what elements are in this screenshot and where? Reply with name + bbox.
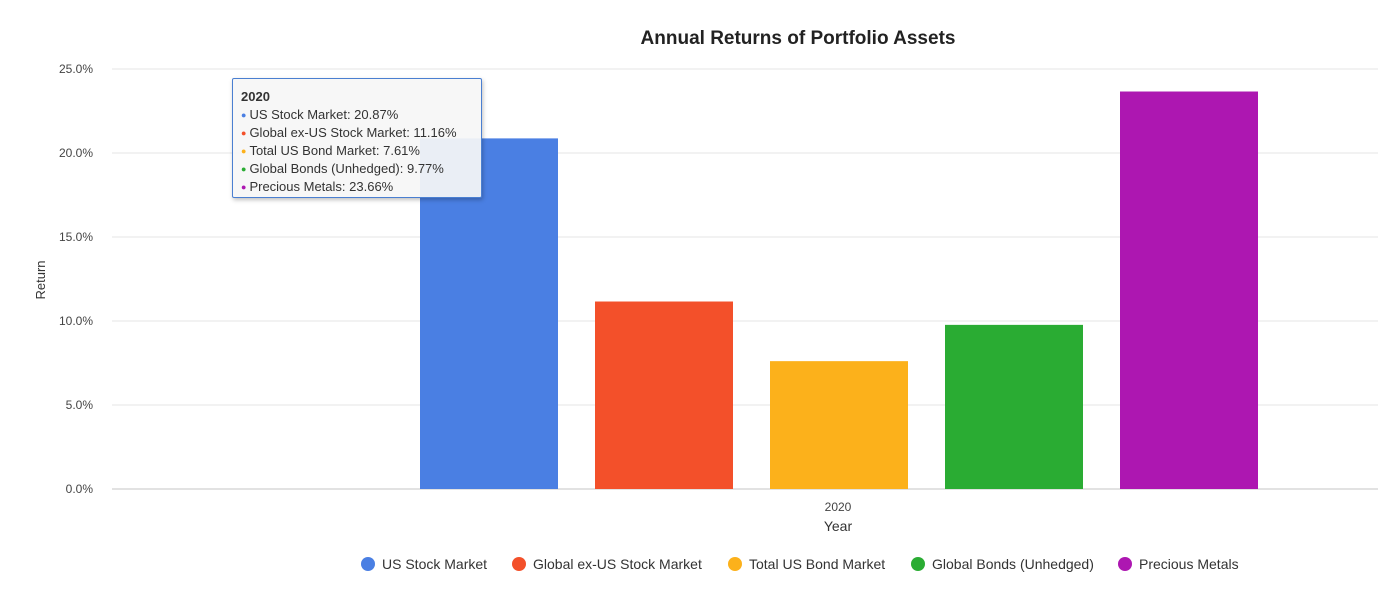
tooltip-row-text: Total US Bond Market: 7.61% (249, 143, 420, 158)
legend-swatch (361, 557, 375, 571)
legend-swatch (728, 557, 742, 571)
y-tick-label: 15.0% (59, 230, 93, 244)
bar[interactable] (595, 301, 733, 489)
legend-swatch (1118, 557, 1132, 571)
tooltip-row-text: Precious Metals: 23.66% (249, 179, 394, 194)
tooltip-dot-icon: ● (241, 164, 247, 174)
bar[interactable] (1120, 91, 1258, 490)
y-tick-label: 0.0% (66, 482, 94, 496)
x-tick-label: 2020 (825, 500, 852, 514)
legend-label: Global Bonds (Unhedged) (932, 556, 1094, 572)
tooltip-row: ● US Stock Market: 20.87% (241, 106, 473, 124)
y-tick-label: 25.0% (59, 62, 93, 76)
y-tick-labels: 0.0% 5.0% 10.0% 15.0% 20.0% 25.0% (59, 62, 93, 496)
legend-swatch (911, 557, 925, 571)
tooltip-row: ● Global ex-US Stock Market: 11.16% (241, 124, 473, 142)
y-tick-label: 20.0% (59, 146, 93, 160)
tooltip-row: ● Global Bonds (Unhedged): 9.77% (241, 160, 473, 178)
bars (420, 91, 1258, 490)
y-tick-label: 10.0% (59, 314, 93, 328)
tooltip-row-text: Global ex-US Stock Market: 11.16% (249, 125, 457, 140)
tooltip-dot-icon: ● (241, 128, 247, 138)
legend-item[interactable]: US Stock Market (361, 556, 487, 572)
chart-title: Annual Returns of Portfolio Assets (641, 28, 956, 49)
tooltip-dot-icon: ● (241, 182, 247, 192)
legend-item[interactable]: Total US Bond Market (728, 556, 885, 572)
bar[interactable] (770, 361, 908, 489)
legend-label: US Stock Market (382, 556, 487, 572)
tooltip-dot-icon: ● (241, 110, 247, 120)
legend[interactable]: US Stock Market Global ex-US Stock Market… (361, 556, 1239, 572)
tooltip-dot-icon: ● (241, 146, 247, 156)
tooltip-row: ● Precious Metals: 23.66% (241, 178, 473, 196)
legend-item[interactable]: Global Bonds (Unhedged) (911, 556, 1094, 572)
tooltip-row-text: Global Bonds (Unhedged): 9.77% (249, 161, 444, 176)
tooltip-title: 2020 (241, 89, 270, 104)
x-axis-label: Year (824, 518, 853, 534)
legend-item[interactable]: Precious Metals (1118, 556, 1239, 572)
legend-label: Precious Metals (1139, 556, 1239, 572)
legend-label: Total US Bond Market (749, 556, 885, 572)
data-tooltip: 2020 ● US Stock Market: 20.87% ● Global ex… (232, 78, 482, 198)
legend-item[interactable]: Global ex-US Stock Market (512, 556, 702, 572)
x-tick-labels: 2020 (825, 500, 852, 514)
tooltip-row: ● Total US Bond Market: 7.61% (241, 142, 473, 160)
y-axis-label: Return (33, 260, 48, 299)
y-tick-label: 5.0% (66, 398, 94, 412)
bar[interactable] (945, 324, 1083, 489)
legend-label: Global ex-US Stock Market (533, 556, 702, 572)
tooltip-row-text: US Stock Market: 20.87% (249, 107, 399, 122)
legend-swatch (512, 557, 526, 571)
